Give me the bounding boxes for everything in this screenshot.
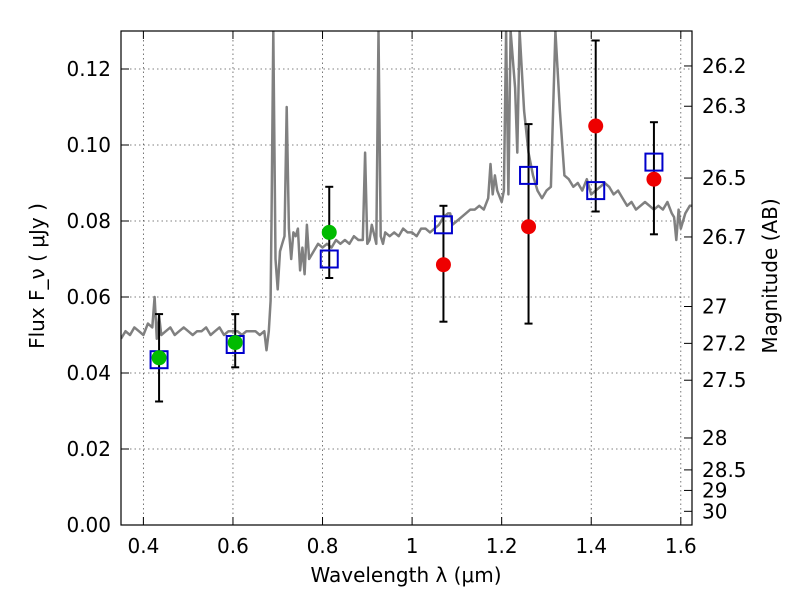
x-axis-label: Wavelength λ (μm) [310,563,501,587]
model-photometry-square [644,152,664,172]
model-photometry-square [319,249,339,269]
right-tick-label: 28 [702,426,727,450]
right-tick-label: 27 [702,295,727,319]
y-tick-label: 0.10 [66,133,111,157]
x-tick-label: 0.8 [307,534,339,558]
observed-flux-point [435,257,451,273]
y-axis-label: Flux F_ν ( μJy ) [25,203,49,349]
tick-labels: 0.4 0.6 0.8 1 1.2 1.4 1.6 0.00 0.02 0.04 0.06 0.08 0… [66,54,746,558]
x-tick-label: 1.2 [486,534,518,558]
right-tick-label: 26.5 [702,166,747,190]
right-tick-label: 30 [702,499,727,523]
right-axis-label: Magnitude (AB) [758,198,782,353]
observed-flux-point [227,335,243,351]
model-photometry-square [586,181,606,201]
right-tick-label: 27.2 [702,331,747,355]
y-tick-label: 0.04 [66,361,111,385]
plot-frame [120,30,693,526]
model-photometry-square [433,215,453,235]
observed-flux-point [321,224,337,240]
x-tick-label: 1.4 [575,534,607,558]
x-tick-label: 0.4 [127,534,159,558]
model-photometry-square [519,165,539,185]
right-tick-label: 26.2 [702,54,747,78]
x-tick-label: 1 [406,534,419,558]
right-tick-label: 26.7 [702,225,747,249]
observed-flux-point [151,350,167,366]
observed-flux-point [588,118,604,134]
x-tick-label: 0.6 [217,534,249,558]
observed-flux-point [646,171,662,187]
x-tick-label: 1.6 [665,534,697,558]
spectrum-line [121,31,692,352]
tick-marks [121,31,692,526]
y-tick-label: 0.06 [66,285,111,309]
observed-flux-point [521,219,537,235]
right-tick-label: 29 [702,478,727,502]
y-tick-label: 0.12 [66,57,111,81]
right-tick-label: 26.3 [702,94,747,118]
y-tick-label: 0.08 [66,209,111,233]
y-tick-label: 0.02 [66,437,111,461]
spectrum-layer [121,31,692,352]
y-tick-label: 0.00 [66,513,111,537]
right-tick-label: 27.5 [702,368,747,392]
observed-photometry-layer [151,118,662,366]
right-tick-label: 28.5 [702,458,747,482]
